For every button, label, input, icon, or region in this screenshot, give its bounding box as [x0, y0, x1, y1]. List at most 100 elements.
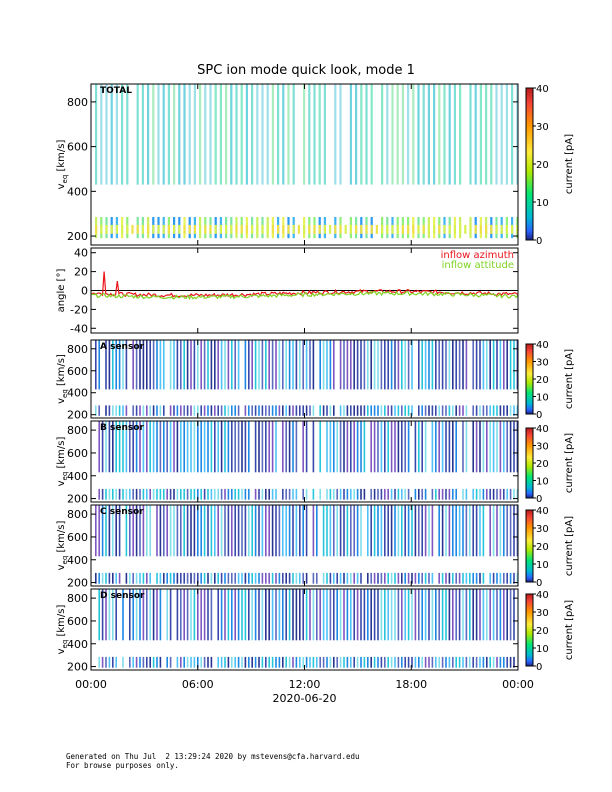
spectrogram-column — [394, 505, 396, 557]
spectrogram-column — [176, 340, 179, 390]
spectrogram-column — [427, 84, 430, 185]
spectrogram-column — [129, 421, 131, 473]
spectrogram-column — [435, 340, 437, 390]
y-tick-label: -20 — [70, 303, 88, 316]
spectrogram-column — [365, 84, 368, 185]
spectrogram-column — [167, 224, 170, 234]
spectrogram-column — [173, 224, 176, 234]
spectrogram-column — [275, 421, 277, 473]
spectrogram-column — [217, 505, 219, 557]
spectrogram-column — [380, 589, 383, 641]
spectrogram-column — [180, 505, 182, 557]
spectrogram-column — [157, 224, 160, 234]
y-tick-label: 200 — [67, 409, 88, 422]
spectrogram-column — [414, 421, 417, 473]
spectrogram-column — [156, 505, 158, 557]
spectrogram-column — [152, 84, 155, 185]
spectrogram-column — [339, 488, 342, 500]
spectrogram-column — [492, 340, 495, 390]
spectrogram-column — [108, 340, 111, 390]
spectrogram-column — [282, 405, 284, 416]
spectrogram-column — [431, 572, 434, 584]
spectrogram-column — [112, 656, 114, 668]
spectrogram-column — [329, 421, 332, 473]
spectrogram-column — [499, 421, 502, 473]
spectrogram-column — [210, 488, 213, 500]
spectrogram-column — [251, 84, 254, 185]
spectrogram-column — [509, 589, 512, 641]
spectrogram-column — [214, 488, 216, 500]
spectrogram-column — [438, 589, 440, 641]
spectrogram-column — [363, 421, 366, 473]
spectrogram-column — [513, 572, 515, 584]
spectrogram-column — [431, 656, 434, 668]
spectrogram-column — [360, 656, 362, 668]
spectrogram-column — [299, 589, 301, 641]
spectrogram-column — [207, 505, 209, 557]
spectrogram-column — [380, 656, 383, 668]
spectrogram-column — [380, 421, 383, 473]
spectrogram-column — [217, 656, 219, 668]
spectrogram-column — [197, 405, 199, 416]
spectrogram-column — [343, 572, 345, 584]
spectrogram-column — [210, 572, 213, 584]
spectrogram-column — [299, 505, 301, 557]
footer-line-2: For browse purposes only. — [66, 761, 179, 770]
spectrogram-column — [326, 572, 328, 584]
spectrogram-column — [346, 572, 349, 584]
spectrogram-column — [275, 572, 277, 584]
spectrogram-column — [435, 405, 437, 416]
spectrogram-column — [448, 656, 451, 668]
spectrogram-column — [438, 572, 440, 584]
spectrogram-column — [312, 488, 315, 500]
spectrogram-column — [397, 405, 400, 416]
spectrogram-column — [421, 572, 423, 584]
spectrogram-column — [132, 488, 134, 500]
spectrogram-column — [166, 572, 168, 584]
spectrogram-column — [169, 589, 172, 641]
spectrogram-column — [401, 488, 403, 500]
spectrogram-column — [407, 488, 410, 500]
spectrogram-column — [475, 405, 478, 416]
spectrogram-column — [462, 421, 464, 473]
spectrogram-column — [265, 656, 267, 668]
spectrogram-column — [312, 340, 315, 390]
spectrogram-column — [173, 421, 175, 473]
spectrogram-column — [146, 421, 148, 473]
spectrogram-column — [193, 505, 196, 557]
spectrogram-column — [199, 84, 202, 185]
spectrogram-column — [326, 488, 328, 500]
colorbar-label: current [pA] — [564, 349, 575, 409]
spectrogram-column — [394, 488, 396, 500]
spectrogram-column — [234, 572, 236, 584]
spectrogram-column — [115, 405, 117, 416]
spectrogram-column — [401, 421, 403, 473]
spectrogram-column — [271, 224, 274, 234]
spectrogram-column — [511, 224, 514, 234]
spectrogram-column — [244, 505, 247, 557]
spectrogram-column — [309, 589, 311, 641]
spectrogram-column — [231, 505, 233, 557]
spectrogram-column — [248, 572, 250, 584]
y-tick-label: 600 — [67, 365, 88, 378]
spectrogram-column — [142, 505, 145, 557]
colorbar-tick-label: 10 — [536, 477, 549, 488]
spectrogram-column — [285, 656, 287, 668]
spectrogram-column — [424, 505, 427, 557]
spectrogram-column — [186, 488, 189, 500]
spectrogram-column — [313, 224, 316, 234]
spectrogram-column — [258, 505, 260, 557]
spectrogram-column — [414, 589, 417, 641]
spectrogram-column — [350, 505, 352, 557]
spectrogram-column — [441, 405, 444, 416]
spectrogram-marks — [95, 340, 519, 416]
spectrogram-column — [489, 572, 491, 584]
spectrogram-column — [472, 572, 474, 584]
spectrogram-column — [278, 340, 281, 390]
spectrogram-column — [336, 589, 338, 641]
spectrogram-column — [499, 505, 502, 557]
spectrogram-column — [237, 589, 240, 641]
spectrogram-column — [268, 405, 270, 416]
spectrogram-column — [452, 405, 454, 416]
spectrogram-column — [209, 224, 212, 234]
